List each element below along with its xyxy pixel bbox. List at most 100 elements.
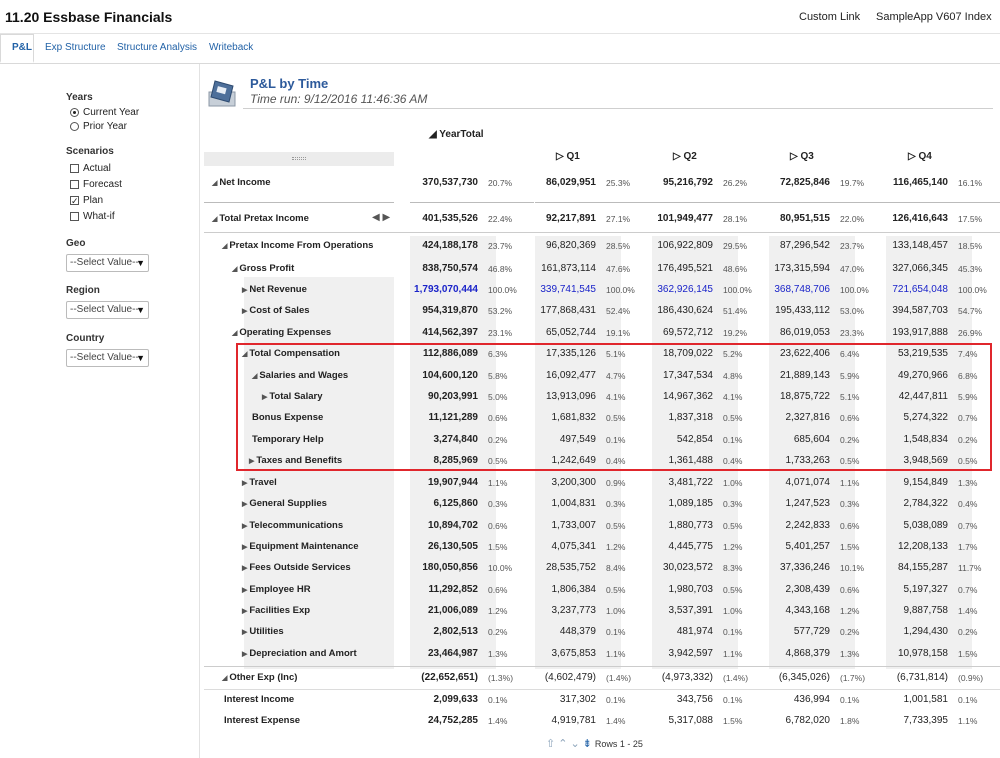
percent-cell: 11.7% <box>958 563 982 573</box>
expand-triangle-icon[interactable]: ▶ <box>242 587 250 594</box>
expand-triangle-icon[interactable]: ▶ <box>242 651 250 658</box>
row-label[interactable]: ▶ Telecommunications <box>242 520 343 531</box>
expand-triangle-icon[interactable]: ▶ <box>242 544 250 551</box>
row-label[interactable]: ▶ Travel <box>242 477 277 488</box>
geo-select[interactable]: --Select Value-- ▼ <box>66 254 149 272</box>
drag-grip-icon[interactable] <box>292 157 306 160</box>
radio-selected-icon[interactable] <box>70 108 79 117</box>
row-label-text: Utilities <box>249 626 284 637</box>
radio-current-year[interactable]: Current Year <box>70 107 139 118</box>
row-label[interactable]: ▶ Equipment Maintenance <box>242 541 359 552</box>
page-first-icon[interactable]: ⇧ <box>546 738 556 750</box>
value-cell: 436,994 <box>793 694 830 705</box>
reorder-arrows-icon[interactable]: ◀ ▶ <box>372 212 391 223</box>
row-label[interactable]: ◢ Salaries and Wages <box>252 370 348 381</box>
percent-cell: 0.7% <box>958 521 978 531</box>
collapse-triangle-icon[interactable]: ◢ <box>242 351 250 358</box>
tab-writeback[interactable]: Writeback <box>209 42 254 53</box>
expand-triangle-icon[interactable]: ▶ <box>242 629 250 636</box>
collapse-triangle-icon[interactable]: ◢ <box>252 373 260 380</box>
page-down-icon[interactable]: ⌄ <box>570 738 580 750</box>
row-label[interactable]: ▶ Cost of Sales <box>242 305 310 316</box>
percent-cell: 26.2% <box>723 178 748 188</box>
value-cell: 2,784,322 <box>903 498 949 509</box>
row-label[interactable]: ◢ Total Compensation <box>242 348 340 359</box>
row-label-text: Bonus Expense <box>252 412 324 423</box>
checkbox-checked-icon[interactable]: ✓ <box>70 196 79 206</box>
page-up-icon[interactable]: ⌃ <box>558 738 568 750</box>
percent-cell: 4.8% <box>723 371 743 381</box>
row-label[interactable]: ▶ Net Revenue <box>242 284 307 295</box>
checkbox-icon[interactable] <box>70 164 79 173</box>
collapse-triangle-icon[interactable]: ◢ <box>222 243 230 250</box>
collapse-triangle-icon[interactable]: ◢ <box>222 675 230 682</box>
column-header-q2[interactable]: ▷ Q2 <box>673 151 697 162</box>
checkbox-forecast[interactable]: Forecast <box>70 179 122 190</box>
column-header-q3[interactable]: ▷ Q3 <box>790 151 814 162</box>
expand-triangle-icon[interactable]: ▶ <box>242 608 250 615</box>
tab-structure-analysis[interactable]: Structure Analysis <box>117 42 198 53</box>
row-label[interactable]: ◢ Pretax Income From Operations <box>222 240 373 251</box>
country-select-value: --Select Value-- <box>70 352 139 363</box>
collapse-triangle-icon[interactable]: ◢ <box>232 266 240 273</box>
value-cell: 17,335,126 <box>545 348 596 359</box>
expand-triangle-icon[interactable]: ▶ <box>242 480 250 487</box>
row-label[interactable]: ◢ Other Exp (Inc) <box>222 672 297 683</box>
row-label[interactable]: ▶ Taxes and Benefits <box>249 455 342 466</box>
value-cell: 424,188,178 <box>422 240 478 251</box>
sample-index-link[interactable]: SampleApp V607 Index <box>876 11 992 23</box>
collapse-triangle-icon[interactable]: ◢ <box>212 180 220 187</box>
column-header-q4[interactable]: ▷ Q4 <box>908 151 932 162</box>
value-cell: 161,873,114 <box>541 263 596 274</box>
radio-prior-year[interactable]: Prior Year <box>70 121 127 132</box>
radio-icon[interactable] <box>70 122 79 131</box>
expand-triangle-icon[interactable]: ▶ <box>262 394 270 401</box>
row-label[interactable]: ◢ Total Pretax Income <box>212 213 309 224</box>
value-cell: 1,806,384 <box>551 584 597 595</box>
tab-exp-structure[interactable]: Exp Structure <box>45 42 106 53</box>
percent-cell: 19.7% <box>840 178 865 188</box>
country-select[interactable]: --Select Value-- ▼ <box>66 349 149 367</box>
row-label[interactable]: ◢ Operating Expenses <box>232 327 331 338</box>
expand-triangle-icon[interactable]: ▶ <box>242 308 250 315</box>
row-label[interactable]: ▶ Employee HR <box>242 584 311 595</box>
checkbox-icon[interactable] <box>70 212 79 221</box>
row-label[interactable]: ◢ Net Income <box>212 177 271 188</box>
expand-triangle-icon[interactable]: ▶ <box>249 458 257 465</box>
row-label[interactable]: ▶ General Supplies <box>242 498 327 509</box>
row-label[interactable]: ◢ Gross Profit <box>232 263 294 274</box>
row-separator <box>410 202 534 203</box>
value-cell: 8,285,969 <box>433 455 479 466</box>
percent-cell: 5.9% <box>840 371 860 381</box>
custom-link[interactable]: Custom Link <box>799 11 861 23</box>
value-cell: 9,887,758 <box>903 605 949 616</box>
checkbox-plan[interactable]: ✓ Plan <box>70 195 103 206</box>
expand-triangle-icon[interactable]: ▶ <box>242 523 250 530</box>
row-label[interactable]: ▶ Fees Outside Services <box>242 562 351 573</box>
row-label[interactable]: ▶ Utilities <box>242 626 284 637</box>
tab-pl[interactable]: P&L <box>12 42 32 53</box>
row-label[interactable]: ▶ Depreciation and Amort <box>242 648 357 659</box>
expand-triangle-icon[interactable]: ▶ <box>242 565 250 572</box>
column-header-yeartotal[interactable]: ◢ YearTotal <box>429 129 484 140</box>
value-cell: 84,155,287 <box>897 562 948 573</box>
pager: ⇧ ⌃ ⌄ ⇟ Rows 1 - 25 <box>546 737 643 750</box>
expand-triangle-icon[interactable]: ▶ <box>242 501 250 508</box>
checkbox-actual[interactable]: Actual <box>70 163 111 174</box>
page-all-icon[interactable]: ⇟ <box>582 738 592 750</box>
row-label[interactable]: ▶ Facilities Exp <box>242 605 310 616</box>
tab-bar: P&L Exp Structure Structure Analysis Wri… <box>0 34 1000 64</box>
row-label: Interest Income <box>224 694 294 705</box>
value-cell: 65,052,744 <box>545 327 596 338</box>
collapse-triangle-icon[interactable]: ◢ <box>212 216 220 223</box>
region-select[interactable]: --Select Value-- ▼ <box>66 301 149 319</box>
checkbox-label: Plan <box>83 195 104 206</box>
row-label-text: Telecommunications <box>249 520 344 531</box>
checkbox-whatif[interactable]: What-if <box>70 211 115 222</box>
row-label[interactable]: ▶ Total Salary <box>262 391 322 402</box>
checkbox-icon[interactable] <box>70 180 79 189</box>
expand-triangle-icon[interactable]: ▶ <box>242 287 250 294</box>
value-cell: 1,294,430 <box>903 626 949 637</box>
column-header-q1[interactable]: ▷ Q1 <box>556 151 580 162</box>
collapse-triangle-icon[interactable]: ◢ <box>232 330 240 337</box>
